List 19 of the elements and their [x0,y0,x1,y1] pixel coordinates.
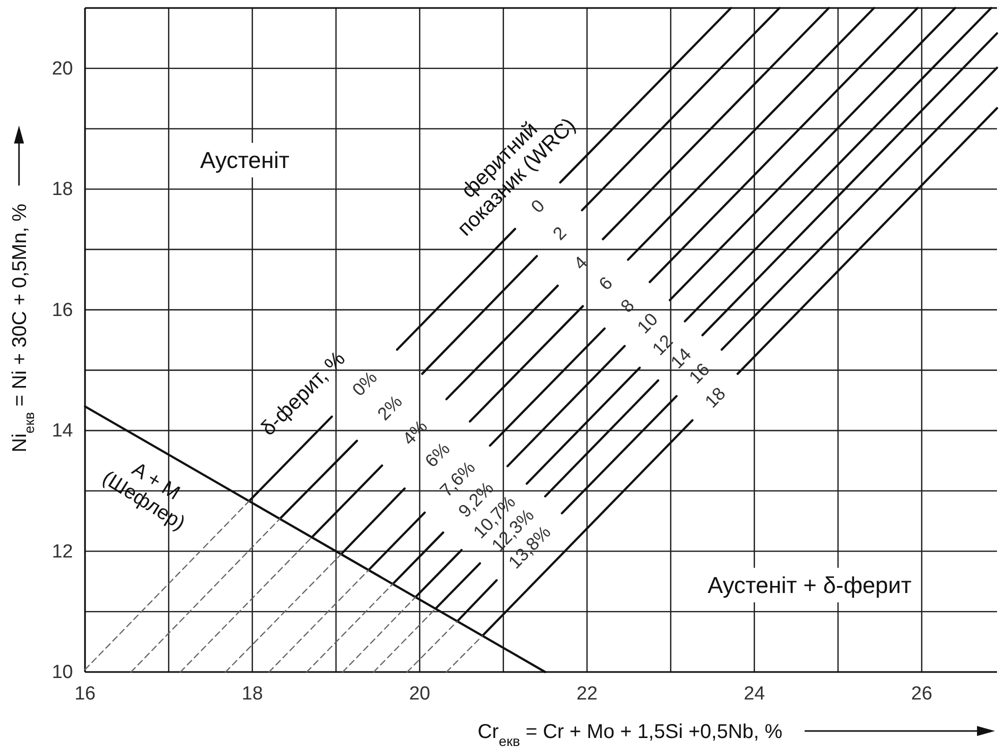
annotation: 4 [570,252,592,274]
x-tick-label: 16 [74,683,96,704]
x-tick-label: 22 [576,683,598,704]
annotation: Аустеніт + δ-ферит [708,572,912,598]
x-tick-label: 18 [242,683,263,704]
x-axis-title: Cr$_{екв}$ = Cr + Mo + 1,5Si +0,5Nb, % [478,721,783,749]
y-tick-label: 20 [52,58,73,80]
y-tick-label: 16 [52,300,73,321]
annotation: 0 [527,196,549,217]
annotation: 6 [594,272,616,294]
annotation: Аустеніт [200,147,290,174]
x-tick-label: 26 [911,683,932,704]
x-tick-label: 24 [744,683,766,704]
y-tick-label: 18 [52,179,73,200]
x-tick-label: 20 [409,683,430,704]
y-tick-label: 14 [52,420,74,442]
annotation: 2 [548,222,570,244]
y-tick-label: 10 [52,662,73,684]
y-tick-label: 12 [52,541,73,562]
